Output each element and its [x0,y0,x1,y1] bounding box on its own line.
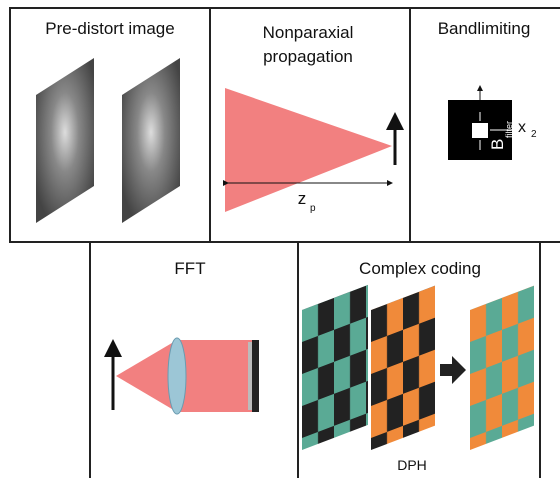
distance-sub: p [310,203,316,214]
panel-title: FFT [174,259,205,278]
hologram [470,286,534,450]
filter-sub: filter [504,121,514,138]
filter-window [472,123,488,138]
panel-title: Complex coding [359,259,481,278]
screen [248,342,252,410]
caption: DPH [397,457,427,473]
panel-title: propagation [263,47,353,66]
arrow [440,356,466,384]
beam [177,340,252,412]
beam [225,88,392,212]
hologram [371,286,435,450]
panel-title: Bandlimiting [438,19,531,38]
image [36,58,94,223]
filter-label: B [488,139,507,150]
panel-border [540,242,560,478]
distance-label: z [298,189,307,208]
figure: Pre-distort image Nonparaxial propagatio… [0,0,560,478]
lens [168,338,186,414]
hologram [302,285,368,450]
image [122,58,180,223]
screen [252,340,259,412]
axis-sub: 2 [531,129,537,140]
panel-title: Nonparaxial [263,23,354,42]
panel-title: Pre-distort image [45,19,174,38]
axis-label: x [518,119,526,136]
page: {"panels": [ {"title": "Pre-distort imag… [0,0,560,478]
